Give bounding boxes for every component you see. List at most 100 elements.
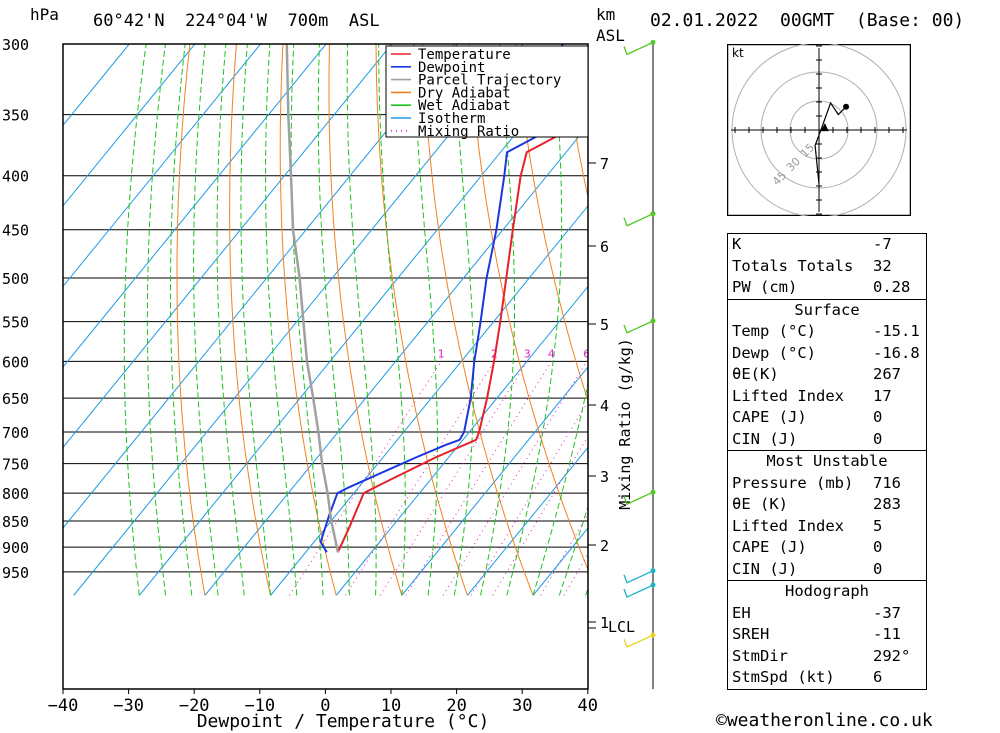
surface-index-value: -15.1 [873, 322, 920, 340]
mixing-ratio-line [379, 361, 528, 596]
hodograph-index-row: StmSpd (kt) 6 [728, 667, 926, 689]
surface-index-label: Dewp (°C) [732, 343, 816, 362]
unstable-heading: Most Unstable [766, 452, 888, 470]
unstable-index-row: θE (K) 283 [728, 494, 926, 516]
unstable-index-label: CAPE (J) [732, 538, 807, 556]
temperature-tick-label: −10 [244, 696, 275, 716]
wet-adiabat-line [169, 44, 193, 596]
wet-adiabat-line [413, 44, 438, 596]
legend-entry: Dry Adiabat [418, 85, 511, 101]
wind-barb [623, 584, 654, 598]
wind-barb [623, 491, 654, 506]
indices-panel: K -7 Totals Totals 32 PW (cm) 0.28 Surface Te… [727, 233, 927, 690]
dry-adiabat-line [695, 12, 727, 595]
skewt-diagram: 1 2 3 4 6 8 10 16 20 25 3003504004505005506006507… [2, 12, 727, 732]
pressure-tick-label: 950 [2, 564, 29, 582]
isotherm-line [63, 44, 65, 46]
mixing-ratio-line [470, 400, 588, 596]
mixing-ratio-label: 6 [583, 347, 590, 360]
wet-adiabat-line [146, 44, 167, 596]
wet-adiabat-line [265, 44, 298, 596]
temperature-tick-label: 10 [381, 696, 401, 716]
wet-adiabat-line [240, 44, 272, 596]
hodograph-index-value: 292° [873, 646, 911, 665]
pressure-tick-label: 300 [2, 36, 29, 54]
surface-index-value: 267 [873, 365, 901, 383]
x-axis-label: Dewpoint / Temperature (°C) [197, 711, 490, 732]
pressure-tick-label: 850 [2, 513, 29, 531]
pressure-tick-label: 500 [2, 270, 29, 288]
surface-index-label: CAPE (J) [732, 408, 807, 426]
height-tick-label: 6 [600, 238, 609, 256]
top-indices: K -7 Totals Totals 32 PW (cm) 0.28 [728, 234, 926, 299]
isotherm-line [335, 285, 588, 596]
surface-index-row: Dewp (°C) -16.8 [728, 343, 926, 365]
pressure-tick-label: 650 [2, 390, 29, 408]
unstable-index-row: Pressure (mb) 716 [728, 473, 926, 495]
dry-adiabat-line [421, 44, 534, 596]
index-value: 0.28 [873, 278, 911, 296]
wet-adiabat-line [193, 44, 219, 596]
legend-box [385, 45, 589, 138]
hodograph-index-row: SREH -11 [728, 624, 926, 646]
surface-index-row: θE(K) 267 [728, 364, 926, 386]
mixing-ratio-label: 25 [716, 347, 727, 360]
location-title: 60°42'N 224°04'W 700m ASL [93, 11, 380, 31]
unstable-index-label: Pressure (mb) [732, 473, 854, 492]
dry-adiabat-line [650, 12, 727, 595]
wet-adiabat-line [346, 44, 377, 596]
hodograph-index-row: StmDir 292° [728, 646, 926, 668]
hodograph-index-value: 6 [873, 668, 883, 686]
height-tick-label: 1 [600, 614, 609, 632]
lcl-label: LCL [608, 618, 635, 636]
temperature-tick-label: 0 [320, 696, 330, 716]
index-label: K [732, 235, 742, 253]
index-row: PW (cm) 0.28 [728, 277, 926, 299]
index-row: Totals Totals 32 [728, 256, 926, 278]
surface-index-row: CIN (J) 0 [728, 429, 926, 451]
pressure-tick-label: 900 [2, 539, 29, 557]
height-tick-label: 3 [600, 468, 609, 486]
parcel-trajectory-series [285, 44, 340, 553]
surface-index-label: Temp (°C) [732, 322, 816, 340]
surface-index-row: Temp (°C) -15.1 [728, 321, 926, 343]
hodograph-index-label: EH [732, 603, 751, 622]
unstable-index-label: θE (K) [732, 495, 788, 513]
unstable-index-value: 283 [873, 495, 901, 513]
unstable-index-label: CIN (J) [732, 559, 798, 578]
hodograph-trace [814, 101, 847, 185]
surface-index-label: Lifted Index [732, 386, 844, 405]
pressure-tick-label: 750 [2, 456, 29, 474]
isotherm-line [63, 44, 327, 368]
unstable-index-row: Lifted Index 5 [728, 516, 926, 538]
hodograph-index-label: StmSpd (kt) [732, 668, 835, 686]
height-tick-label: 7 [600, 155, 609, 173]
datetime-title: 02.01.2022 00GMT (Base: 00) [650, 10, 965, 31]
isotherm-line [63, 44, 393, 449]
hodograph-indices: EH -37 SREH -11 StmDir 292° StmSpd (kt) 6 [728, 603, 926, 689]
wet-adiabat-line [506, 44, 563, 596]
surface-indices: Temp (°C) -15.1 Dewp (°C) -16.8 θE(K) 267 Lift… [728, 321, 926, 450]
isotherm-line [63, 44, 262, 288]
dry-adiabat-line [561, 44, 588, 200]
dry-adiabat-line [468, 44, 588, 572]
pressure-tick-label: 400 [2, 168, 29, 186]
wet-adiabat-line [585, 587, 588, 596]
unstable-index-row: CAPE (J) 0 [728, 537, 926, 559]
surface-index-row: CAPE (J) 0 [728, 407, 926, 429]
temperature-tick-label: 40 [578, 696, 598, 716]
index-value: 32 [873, 256, 892, 275]
legend-entry: Temperature [418, 47, 511, 63]
hodograph-index-value: -37 [873, 603, 901, 622]
pressure-tick-label: 550 [2, 314, 29, 332]
km-label: km [596, 5, 616, 24]
wet-adiabat-line [317, 44, 350, 596]
index-value: -7 [873, 235, 892, 253]
surface-index-label: CIN (J) [732, 429, 798, 448]
height-tick-label: 5 [600, 316, 609, 334]
isotherm-line [63, 44, 196, 207]
pressure-tick-label: 450 [2, 222, 29, 240]
hodograph-unit: kt [732, 46, 744, 60]
legend-entry: Wet Adiabat [418, 98, 511, 114]
